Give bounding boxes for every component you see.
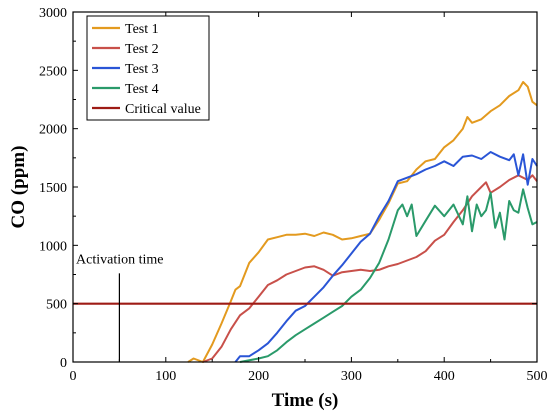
legend-label-test-2: Test 2 xyxy=(125,42,159,57)
series-group xyxy=(73,81,538,363)
series-line-test-4 xyxy=(239,188,538,363)
y-tick-label: 2500 xyxy=(39,64,67,79)
x-tick-label: 400 xyxy=(434,369,455,384)
y-tick-label: 500 xyxy=(46,298,67,313)
x-tick-label: 100 xyxy=(155,369,176,384)
y-axis-title: CO (ppm) xyxy=(8,146,29,229)
legend-label-test-1: Test 1 xyxy=(125,22,159,37)
series-line-test-2 xyxy=(202,174,538,363)
series-line-test-1 xyxy=(187,81,538,363)
y-tick-label: 1500 xyxy=(39,181,67,196)
legend-label-test-3: Test 3 xyxy=(125,62,159,77)
legend-label-test-4: Test 4 xyxy=(125,82,159,97)
activation-time-label: Activation time xyxy=(76,252,163,267)
y-tick-label: 2000 xyxy=(39,123,67,138)
series-line-test-3 xyxy=(234,151,538,363)
x-tick-label: 200 xyxy=(248,369,269,384)
x-tick-label: 500 xyxy=(527,369,548,384)
legend-label-critical-value: Critical value xyxy=(125,102,201,117)
x-tick-label: 0 xyxy=(70,369,77,384)
y-tick-label: 1000 xyxy=(39,239,67,254)
legend: Test 1 Test 2 Test 3 Test 4 Critical value xyxy=(86,15,210,121)
x-axis-title: Time (s) xyxy=(272,390,339,411)
y-tick-label: 3000 xyxy=(39,6,67,21)
y-tick-label: 0 xyxy=(60,356,67,371)
x-tick-label: 300 xyxy=(341,369,362,384)
